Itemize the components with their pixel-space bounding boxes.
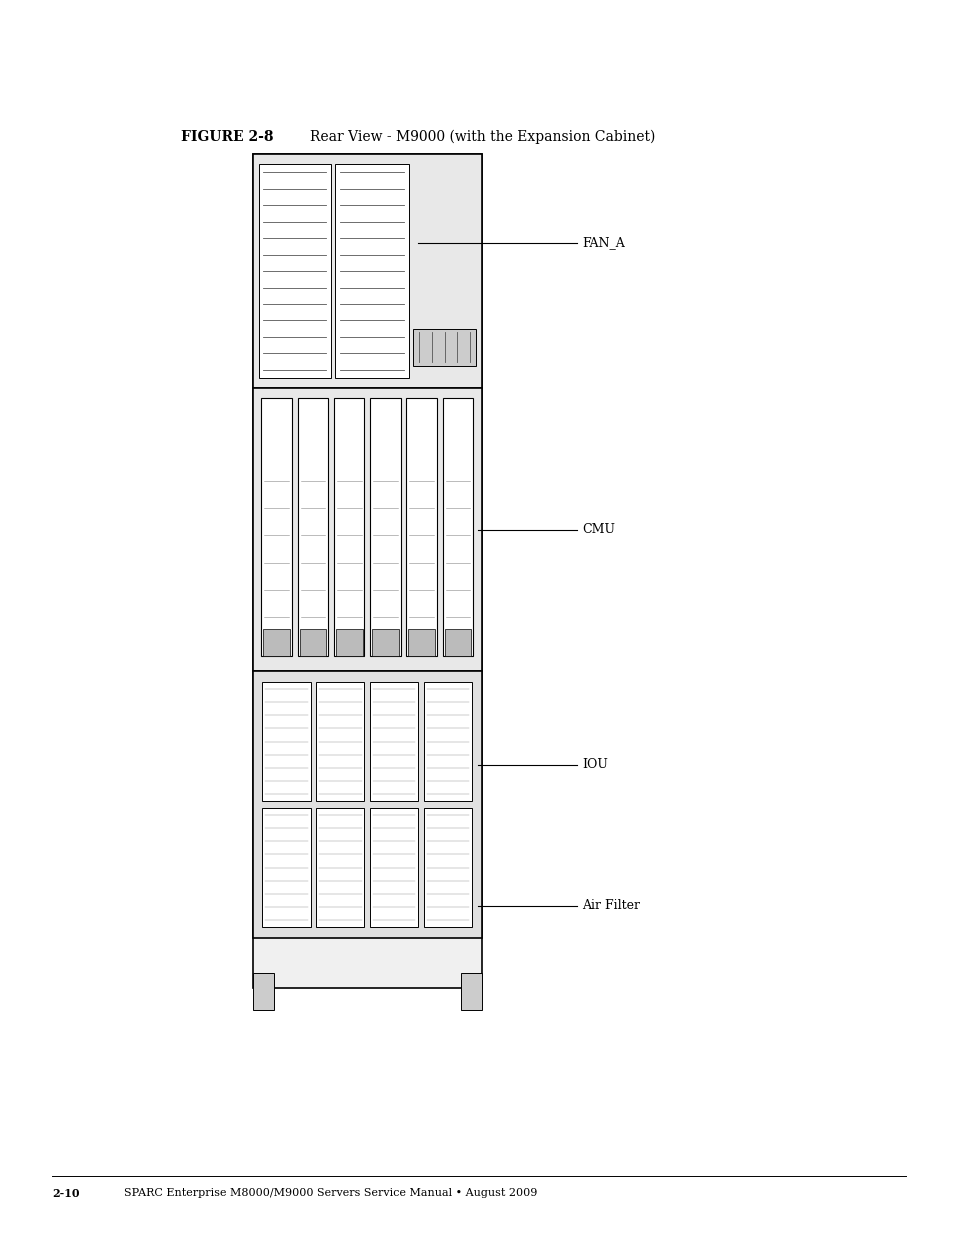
Bar bbox=[263, 629, 290, 657]
Bar bbox=[253, 672, 481, 939]
Bar bbox=[372, 629, 398, 657]
Bar bbox=[258, 164, 331, 378]
Bar bbox=[262, 682, 310, 802]
Bar bbox=[423, 808, 472, 926]
Bar bbox=[299, 629, 326, 657]
Bar bbox=[261, 398, 292, 657]
Bar bbox=[253, 973, 274, 1010]
Bar bbox=[334, 398, 364, 657]
Bar bbox=[423, 682, 472, 802]
Bar bbox=[370, 682, 417, 802]
Text: Rear View - M9000 (with the Expansion Cabinet): Rear View - M9000 (with the Expansion Ca… bbox=[310, 130, 655, 144]
Text: IOU: IOU bbox=[581, 758, 607, 771]
Bar bbox=[316, 682, 364, 802]
Bar bbox=[297, 398, 328, 657]
Bar bbox=[253, 154, 481, 988]
Bar bbox=[370, 808, 417, 926]
Bar bbox=[442, 398, 473, 657]
Text: SPARC Enterprise M8000/M9000 Servers Service Manual • August 2009: SPARC Enterprise M8000/M9000 Servers Ser… bbox=[124, 1188, 537, 1198]
Bar bbox=[370, 398, 400, 657]
Bar bbox=[335, 629, 362, 657]
Bar bbox=[335, 164, 408, 378]
Text: FIGURE 2-8: FIGURE 2-8 bbox=[181, 130, 274, 143]
Bar bbox=[262, 808, 310, 926]
Bar bbox=[408, 629, 435, 657]
Text: Air Filter: Air Filter bbox=[581, 899, 639, 913]
Bar bbox=[406, 398, 436, 657]
Bar bbox=[253, 154, 481, 388]
Bar bbox=[460, 973, 481, 1010]
Text: FAN_A: FAN_A bbox=[581, 237, 624, 249]
Bar bbox=[444, 629, 471, 657]
Bar bbox=[316, 808, 364, 926]
Bar bbox=[413, 329, 476, 366]
Text: 2-10: 2-10 bbox=[52, 1188, 80, 1199]
Bar bbox=[253, 388, 481, 672]
Text: CMU: CMU bbox=[581, 522, 615, 536]
